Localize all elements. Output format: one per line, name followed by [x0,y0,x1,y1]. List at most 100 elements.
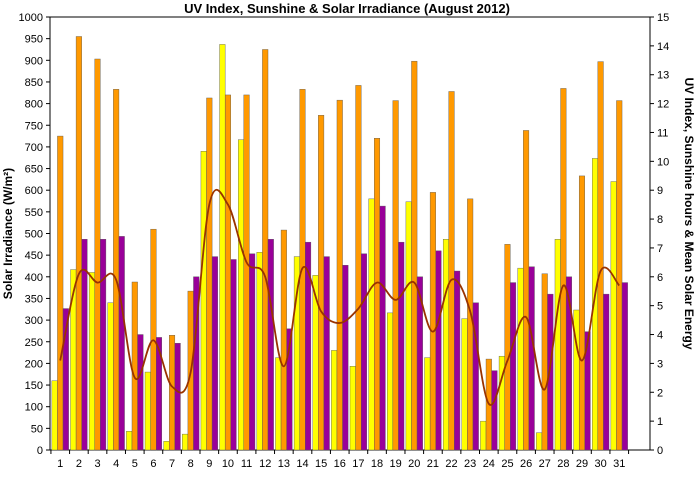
bar [81,239,88,451]
x-tick-label: 18 [371,458,383,470]
x-tick-label: 29 [576,458,588,470]
x-tick-label: 8 [188,458,194,470]
bar [491,370,498,451]
y2-tick-label: 15 [657,12,669,24]
y-tick-label: 250 [25,337,43,349]
x-tick-label: 3 [94,458,100,470]
x-tick-label: 25 [501,458,513,470]
x-tick-label: 16 [334,458,346,470]
bar [504,244,511,451]
x-tick-label: 11 [241,458,252,470]
bar [126,431,133,451]
bar [75,36,82,451]
bar [405,201,412,451]
x-tick-label: 21 [427,458,439,470]
bar [510,282,517,451]
bar [267,239,274,451]
y2-tick-label: 0 [657,445,663,457]
bar [280,229,287,451]
bar [113,89,120,451]
bar [237,139,244,451]
y-tick-label: 750 [25,120,43,132]
x-tick-label: 12 [259,458,271,470]
y2-tick-label: 5 [657,301,663,313]
y-tick-label: 300 [25,315,43,327]
x-tick-label: 19 [390,458,402,470]
x-tick-label: 2 [76,458,82,470]
bar [305,241,312,451]
bar [224,94,231,451]
y2-tick-label: 12 [657,99,669,111]
bar [597,61,604,451]
y-tick-label: 650 [25,164,43,176]
y-tick-label: 100 [25,402,43,414]
x-tick-label: 27 [539,458,551,470]
y-tick-label: 800 [25,99,43,111]
mean-solar-energy-line [59,188,620,406]
y2-tick-label: 13 [657,70,669,82]
bar [249,253,256,451]
x-axis: 1 2 3 4 5 6 7 8 9 10 11 12 13 14 15 16 17 18 19 20 21 22 23 24 2… [50,450,630,470]
bar [523,130,530,451]
bar [368,198,375,451]
bar [560,88,567,451]
x-tick-label: 7 [169,458,175,470]
bar [342,265,349,451]
bar [584,331,591,451]
y-axis-left-title: Solar Irradiance (W/m²) [1,168,15,299]
bar [472,302,479,451]
bar [144,371,151,451]
bar [107,302,114,451]
bar [131,281,138,451]
bar [88,272,95,451]
chart-title: UV Index, Sunshine & Solar Irradiance (A… [184,1,510,16]
y-tick-label: 600 [25,185,43,197]
bar [57,135,64,451]
bar [256,252,263,451]
x-tick-label: 14 [296,458,308,470]
bar [206,97,213,451]
y-tick-label: 50 [31,423,43,435]
bar [621,282,628,451]
bar-series [51,36,628,451]
bar [467,198,474,451]
y-tick-label: 500 [25,229,43,241]
x-tick-label: 28 [557,458,569,470]
x-tick-label: 17 [352,458,364,470]
bar [275,357,282,451]
bar [94,58,101,451]
y2-tick-label: 1 [657,416,663,428]
bar [156,337,163,451]
bar [454,270,461,451]
bar [286,328,293,451]
bar [578,175,585,451]
y-tick-label: 1000 [19,12,43,24]
y-tick-label: 400 [25,272,43,284]
y-tick-label: 900 [25,55,43,67]
y2-tick-label: 6 [657,272,663,284]
bar [610,181,617,451]
bar [517,267,524,451]
x-tick-label: 26 [520,458,532,470]
y2-tick-label: 10 [657,156,669,168]
bar [442,239,449,451]
y-tick-label: 0 [37,445,43,457]
bar [174,342,181,451]
x-tick-label: 23 [464,458,476,470]
x-tick-label: 20 [408,458,420,470]
bar [528,266,535,451]
y-tick-label: 700 [25,142,43,154]
y2-tick-label: 14 [657,41,669,53]
line-series [59,188,620,406]
bar [200,151,207,451]
x-tick-label: 9 [206,458,212,470]
y2-tick-label: 7 [657,243,663,255]
x-tick-label: 24 [483,458,495,470]
bar [541,273,548,451]
bar [318,115,325,451]
bar [211,256,218,451]
bar [424,357,431,451]
bar [448,91,455,451]
